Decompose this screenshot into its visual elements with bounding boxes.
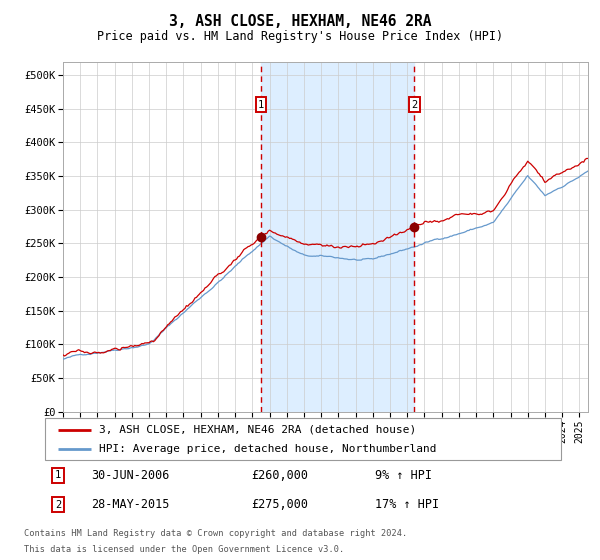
Text: HPI: Average price, detached house, Northumberland: HPI: Average price, detached house, Nort… [99, 444, 437, 454]
Text: 1: 1 [258, 100, 264, 110]
Text: £275,000: £275,000 [251, 498, 308, 511]
Bar [261, 62, 415, 412]
Text: 2: 2 [412, 100, 418, 110]
Text: 30-JUN-2006: 30-JUN-2006 [91, 469, 170, 482]
Text: 2: 2 [55, 500, 61, 510]
Text: 3, ASH CLOSE, HEXHAM, NE46 2RA: 3, ASH CLOSE, HEXHAM, NE46 2RA [169, 14, 431, 29]
Text: Contains HM Land Registry data © Crown copyright and database right 2024.: Contains HM Land Registry data © Crown c… [24, 529, 407, 538]
Text: 3, ASH CLOSE, HEXHAM, NE46 2RA (detached house): 3, ASH CLOSE, HEXHAM, NE46 2RA (detached… [99, 424, 416, 435]
FancyBboxPatch shape [45, 418, 561, 460]
Text: This data is licensed under the Open Government Licence v3.0.: This data is licensed under the Open Gov… [24, 545, 344, 554]
Text: Price paid vs. HM Land Registry's House Price Index (HPI): Price paid vs. HM Land Registry's House … [97, 30, 503, 44]
Text: 9% ↑ HPI: 9% ↑ HPI [375, 469, 432, 482]
Text: £260,000: £260,000 [251, 469, 308, 482]
Text: 1: 1 [55, 470, 61, 480]
Text: 28-MAY-2015: 28-MAY-2015 [91, 498, 170, 511]
Text: 17% ↑ HPI: 17% ↑ HPI [375, 498, 439, 511]
